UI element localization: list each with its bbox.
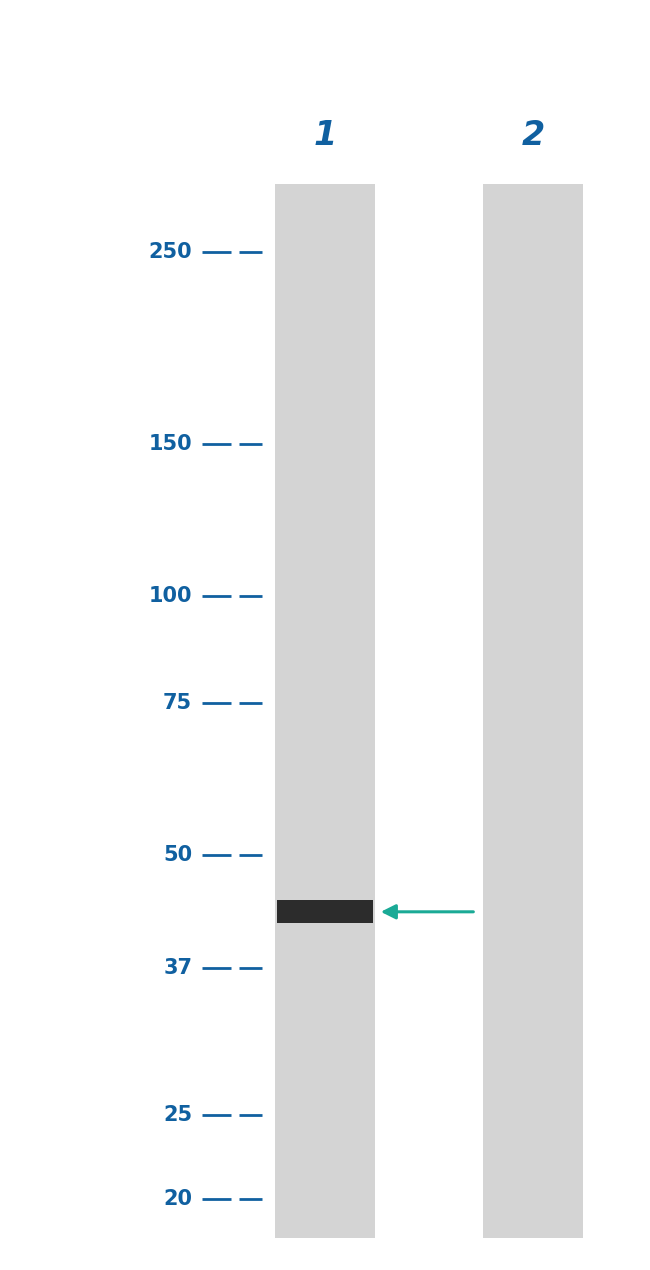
Bar [482, 184, 584, 1238]
Bar [274, 184, 376, 1238]
Text: 75: 75 [163, 693, 192, 714]
Text: 100: 100 [149, 585, 192, 606]
Text: 1: 1 [313, 119, 337, 152]
Text: 37: 37 [163, 958, 192, 978]
Text: 2: 2 [521, 119, 545, 152]
Bar [277, 900, 373, 923]
Text: 150: 150 [148, 434, 192, 453]
Text: 20: 20 [163, 1189, 192, 1209]
Text: 50: 50 [163, 846, 192, 865]
Text: 250: 250 [148, 243, 192, 263]
Text: 25: 25 [163, 1105, 192, 1125]
